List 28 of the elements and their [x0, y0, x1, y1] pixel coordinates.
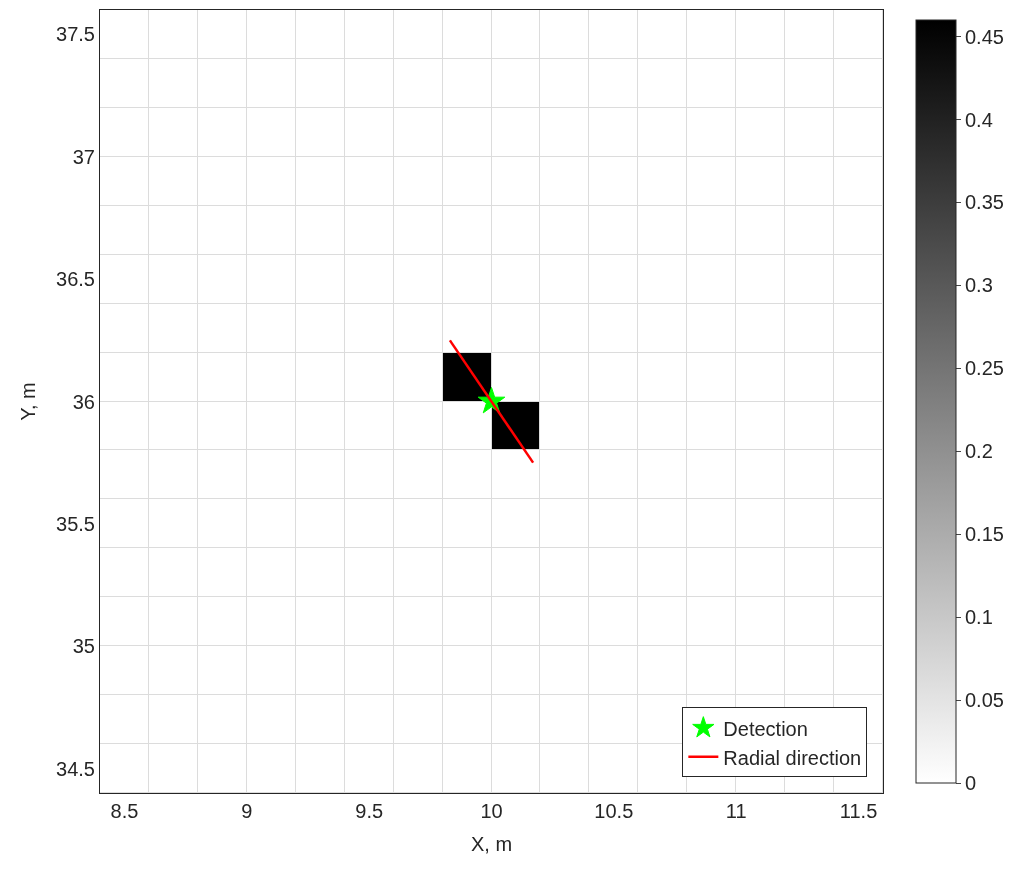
- color-bar-label: 0.35: [965, 191, 1004, 214]
- y-tick-label: 37.5: [56, 23, 95, 46]
- color-bar-label: 0.3: [965, 274, 993, 297]
- y-tick-label: 35.5: [56, 512, 95, 535]
- x-tick-label: 11: [725, 800, 747, 822]
- color-bar-label: 0.25: [965, 357, 1004, 380]
- color-bar-label: 0: [965, 772, 977, 794]
- legend-label: Detection: [723, 717, 808, 740]
- x-tick-label: 9.5: [355, 800, 384, 822]
- x-axis-title: X, m: [470, 832, 513, 855]
- x-tick-label: 10: [480, 800, 503, 822]
- y-axis-title: Y, m: [16, 382, 39, 421]
- x-tick-label: 9: [241, 800, 253, 822]
- legend-label: Radial direction: [723, 746, 862, 769]
- y-tick-label: 36: [72, 390, 95, 413]
- color-bar-label: 0.45: [965, 25, 1004, 48]
- y-tick-label: 34.5: [56, 757, 95, 780]
- y-tick-label: 35: [72, 635, 95, 658]
- x-tick-label: 8.5: [110, 800, 139, 822]
- y-tick-label: 37: [72, 145, 95, 168]
- color-bar-label: 0.4: [965, 108, 993, 131]
- x-tick-label: 10.5: [594, 800, 634, 822]
- x-tick-label: 11.5: [839, 800, 878, 822]
- color-bar-label: 0.05: [965, 689, 1004, 712]
- y-tick-label: 36.5: [56, 268, 95, 291]
- color-bar-label: 0.15: [965, 523, 1004, 546]
- color-bar-label: 0.1: [965, 606, 993, 629]
- color-bar-label: 0.2: [965, 440, 993, 463]
